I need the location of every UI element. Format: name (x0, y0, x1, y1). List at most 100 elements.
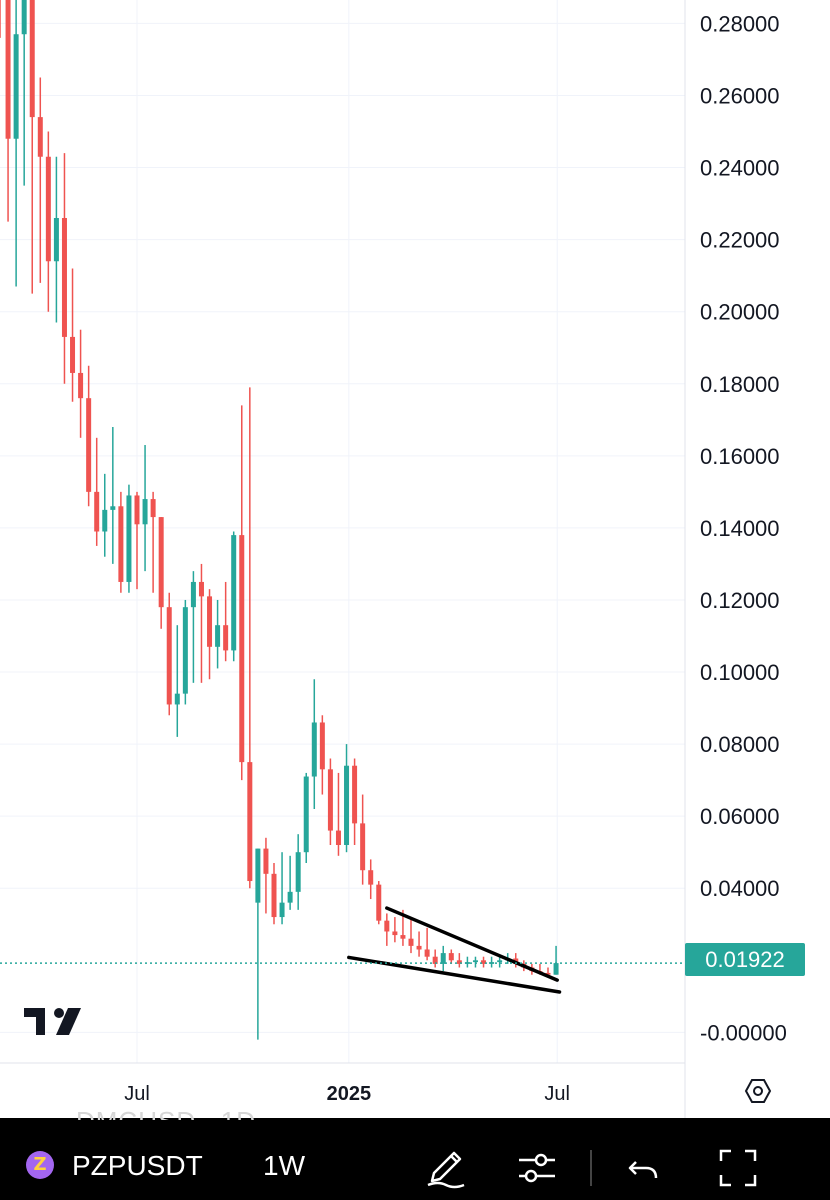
candle-body (134, 495, 140, 525)
candle-body (368, 870, 374, 885)
candle (53, 156, 59, 323)
candle-body (311, 722, 317, 777)
candle (70, 268, 76, 402)
candle (86, 365, 92, 507)
candle (190, 571, 196, 683)
candle (344, 744, 350, 853)
candle-body (360, 823, 366, 871)
candle-body (472, 960, 478, 963)
candle (158, 517, 164, 629)
candle-body (215, 625, 221, 647)
y-tick-label: 0.12000 (700, 588, 780, 613)
candle-body (279, 902, 285, 918)
y-tick-label: 0.10000 (700, 660, 780, 685)
symbol-label[interactable]: PZPUSDT (72, 1150, 203, 1181)
candle (94, 437, 100, 546)
candle (182, 599, 188, 705)
candle-body (13, 34, 19, 139)
candle (263, 837, 269, 914)
wedge-trendline (347, 955, 562, 994)
x-tick-label: 2025 (327, 1083, 372, 1105)
hexagon-settings-icon[interactable] (744, 1079, 772, 1103)
fullscreen-icon[interactable] (717, 1147, 759, 1189)
indicators-icon[interactable] (515, 1148, 559, 1188)
candle-body (327, 769, 333, 831)
candle-body (223, 625, 229, 651)
y-tick-label: 0.16000 (700, 444, 780, 469)
candle-body (416, 945, 422, 950)
y-tick-label: 0.06000 (700, 804, 780, 829)
chart-grid (0, 0, 685, 1063)
candle (166, 592, 172, 716)
candle (142, 445, 148, 572)
candle (102, 473, 108, 557)
candle (13, 0, 19, 287)
candle-body (70, 336, 76, 373)
candle (456, 953, 462, 968)
candle (279, 852, 285, 925)
price-chart[interactable]: 0.28000 0.26000 0.24000 0.22000 0.20000 0.180… (0, 0, 830, 1118)
coin-icon[interactable]: Z (26, 1151, 54, 1179)
candle-body (231, 535, 237, 651)
candle-body (400, 935, 406, 939)
candle-body (352, 765, 358, 824)
candle-body (29, 0, 35, 118)
trendlines[interactable] (347, 906, 562, 994)
candle (126, 484, 132, 593)
candle-body (21, 0, 27, 35)
candle (384, 913, 390, 946)
candle-body (456, 960, 462, 964)
pen-icon[interactable] (424, 1145, 468, 1189)
candle-body (392, 931, 398, 936)
undo-icon[interactable] (626, 1150, 662, 1186)
candle (416, 931, 422, 957)
candle-body (158, 517, 164, 608)
candle-body (287, 891, 293, 903)
candle (21, 0, 27, 186)
candle (118, 491, 124, 593)
candle (360, 794, 366, 885)
candle (489, 956, 495, 968)
candle (481, 956, 487, 968)
candle-body (497, 960, 503, 963)
candle (440, 945, 446, 972)
bottom-toolbar (0, 1118, 830, 1200)
candle (45, 131, 51, 312)
candle-body (335, 830, 341, 845)
candle (376, 881, 382, 925)
y-tick-label: 0.28000 (700, 11, 780, 36)
time-axis[interactable]: Jul 2025 Jul (124, 1083, 570, 1105)
candle-body (102, 509, 108, 532)
candle (464, 956, 470, 968)
candle-body (247, 762, 253, 882)
candle-body (118, 506, 124, 582)
candle (303, 772, 309, 864)
candle (497, 956, 503, 968)
candle (0, 0, 1, 38)
candle (327, 758, 333, 845)
candle-body (78, 372, 84, 399)
candle-body (37, 117, 43, 157)
price-axis[interactable]: 0.28000 0.26000 0.24000 0.22000 0.20000 0.180… (700, 11, 787, 1045)
candle-body (295, 852, 301, 892)
candle-body (198, 581, 204, 597)
candle-body (53, 218, 59, 262)
candle-body (464, 962, 470, 964)
y-tick-label: 0.26000 (700, 83, 780, 108)
candle-body (440, 953, 446, 964)
candle (78, 329, 84, 438)
candle (110, 427, 116, 564)
candle (29, 0, 35, 294)
candle (223, 581, 229, 662)
y-tick-label: -0.00000 (700, 1020, 787, 1045)
interval-button[interactable]: 1W (263, 1150, 305, 1181)
ghost-symbol-text: DMCUSD 1D (76, 1106, 256, 1120)
candle (335, 772, 341, 856)
candle (432, 949, 438, 968)
candle-body (174, 693, 180, 705)
candle (472, 956, 478, 968)
candle-body (142, 499, 148, 525)
candles (0, 0, 559, 1040)
candle (37, 77, 43, 283)
candle (61, 153, 67, 384)
